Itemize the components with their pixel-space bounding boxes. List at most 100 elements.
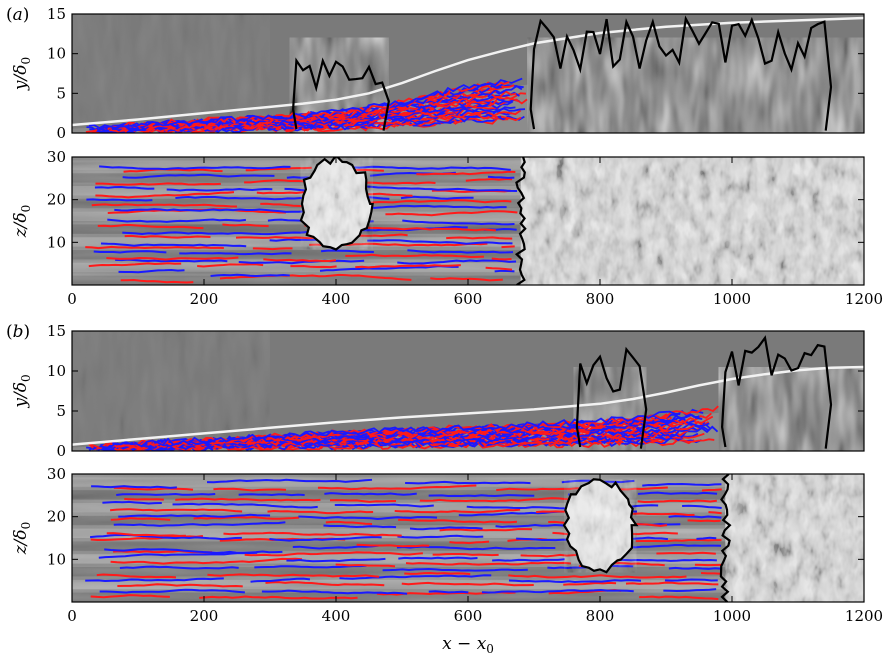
turbulent-spot	[299, 157, 374, 251]
high-speed-streak	[405, 561, 572, 566]
y-tick-label: 30	[47, 148, 66, 166]
y-tick-label: 0	[56, 124, 66, 142]
low-speed-streak	[119, 565, 239, 570]
high-speed-streak	[430, 277, 503, 282]
y-tick-label: 0	[56, 442, 66, 460]
y-axis-label: z/δ0	[11, 522, 33, 556]
x-tick-label: 400	[322, 607, 351, 625]
high-speed-streak	[508, 574, 687, 579]
low-speed-streak	[508, 579, 642, 583]
low-speed-streak	[102, 500, 162, 505]
low-speed-streak	[696, 536, 717, 540]
turbulent-region	[718, 331, 864, 451]
turbulent-spot	[562, 478, 639, 574]
high-speed-streak	[563, 581, 617, 586]
low-speed-streak	[115, 258, 228, 263]
high-speed-streak	[394, 508, 521, 514]
low-speed-streak	[292, 544, 379, 550]
low-speed-streak	[492, 558, 565, 562]
turbulence-contour	[720, 335, 833, 449]
low-speed-streak	[104, 548, 283, 554]
x-tick-label: 600	[454, 290, 483, 308]
y-tick-label: 10	[47, 233, 66, 251]
low-speed-streak	[397, 534, 484, 539]
high-speed-streak	[252, 247, 293, 251]
low-speed-streak	[487, 175, 515, 179]
low-speed-streak	[210, 273, 290, 278]
high-speed-streak	[432, 553, 499, 557]
low-speed-streak	[668, 515, 722, 519]
low-speed-streak	[175, 195, 315, 201]
high-speed-streak	[329, 499, 397, 503]
high-speed-streak	[656, 551, 716, 555]
low-speed-streak	[325, 165, 511, 171]
x-tick-label: 0	[67, 607, 77, 625]
low-speed-streak	[122, 230, 314, 236]
low-speed-streak	[323, 524, 397, 529]
y-tick-label: 5	[56, 402, 66, 420]
low-speed-streak	[320, 249, 374, 254]
panel-3-axes: 10 20 30 0 200 400 600 800 1000 1200 z/δ0 x − x0	[11, 465, 883, 656]
turbulence-contour	[562, 478, 639, 574]
panel-1-axes: 10 20 30 0 200 400 600 800 1000 1200 z/δ0	[11, 148, 883, 308]
boundary-layer-edge-line	[72, 365, 864, 446]
high-speed-streak	[465, 178, 513, 182]
low-speed-streak	[334, 503, 434, 508]
x-tick-label: 0	[67, 290, 77, 308]
y-tick-label: 10	[47, 362, 66, 380]
low-speed-streak	[98, 551, 258, 559]
low-speed-streak	[206, 478, 373, 484]
high-speed-streak	[687, 519, 721, 523]
low-speed-streak	[481, 588, 634, 594]
y-axis-label: z/δ0	[11, 205, 33, 239]
low-speed-streak	[91, 485, 177, 489]
panel-0-field	[72, 14, 864, 133]
low-speed-streak	[398, 556, 478, 560]
turbulence-contour	[291, 57, 390, 131]
high-speed-streak	[117, 583, 243, 588]
plot-frame	[71, 330, 865, 452]
low-speed-streak	[358, 184, 518, 192]
low-speed-streak	[397, 259, 517, 265]
high-speed-streak	[356, 543, 430, 548]
low-speed-streak	[642, 482, 722, 487]
x-tick-label: 1200	[845, 607, 883, 625]
y-tick-label: 30	[47, 465, 66, 483]
low-speed-streak	[107, 218, 247, 223]
high-speed-streak	[110, 517, 171, 521]
high-speed-streak	[123, 168, 223, 173]
high-speed-streak	[449, 540, 490, 545]
panel-3-field	[72, 474, 864, 602]
high-speed-streak	[635, 539, 722, 543]
high-speed-streak	[95, 191, 235, 199]
high-speed-streak	[90, 594, 170, 599]
high-speed-streak	[267, 510, 374, 515]
low-speed-streak	[91, 412, 700, 451]
low-speed-streak	[409, 526, 483, 531]
high-speed-streak	[106, 256, 239, 261]
high-speed-streak	[193, 516, 300, 520]
panel-2-field	[72, 331, 864, 451]
low-speed-streak	[400, 195, 474, 200]
high-speed-streak	[175, 497, 321, 502]
high-speed-streak	[91, 203, 237, 208]
low-speed-streak	[118, 513, 271, 518]
high-speed-streak	[128, 81, 510, 128]
low-speed-streak	[428, 494, 535, 498]
low-speed-streak	[339, 574, 492, 580]
low-speed-streak	[100, 242, 247, 248]
high-speed-streak	[398, 518, 517, 524]
high-speed-streak	[88, 262, 182, 268]
low-speed-streak	[298, 515, 438, 521]
high-speed-streak	[110, 557, 303, 565]
high-speed-streak	[219, 273, 412, 281]
high-speed-streak	[325, 520, 373, 526]
y-tick-label: 20	[47, 508, 66, 526]
low-speed-streak	[179, 252, 292, 256]
turbulent-region	[725, 474, 864, 602]
low-speed-streak	[682, 504, 722, 509]
high-speed-streak	[317, 484, 477, 491]
panel-0-axes: 0 5 10 15 y/δ0 (a)	[6, 5, 865, 142]
y-tick-label: 15	[47, 5, 66, 23]
